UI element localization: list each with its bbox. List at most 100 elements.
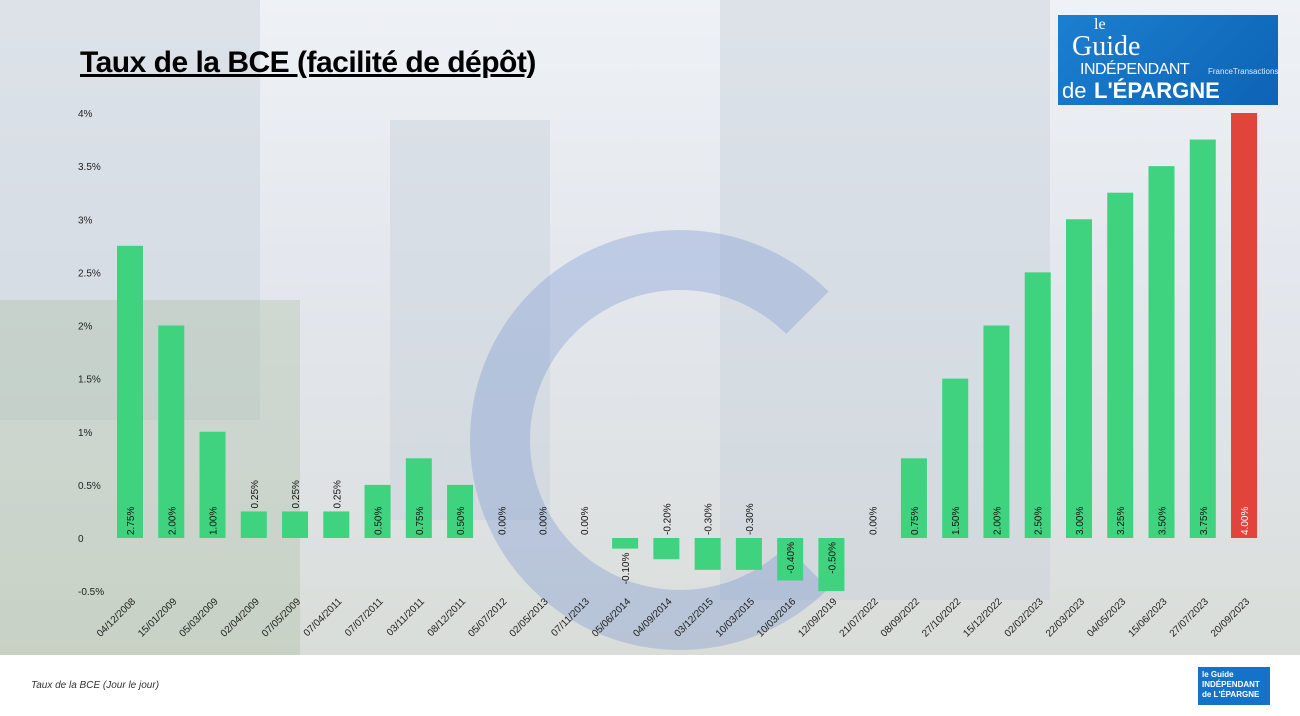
- data-label: 3.75%: [1199, 507, 1210, 535]
- logo-text: le: [1094, 16, 1106, 33]
- bar: [983, 325, 1010, 538]
- data-label: -0.20%: [662, 503, 673, 535]
- bar: [117, 245, 143, 538]
- x-tick-label: 10/03/2016: [755, 596, 798, 639]
- background-photo: [0, 0, 1300, 655]
- x-tick-label: 12/09/2019: [796, 596, 839, 639]
- data-label: 3.00%: [1075, 507, 1086, 535]
- y-tick-label: 2%: [78, 322, 93, 333]
- bar: [405, 458, 432, 538]
- data-label: -0.10%: [621, 553, 632, 585]
- y-tick-label: 1%: [78, 428, 93, 439]
- data-label: 0.00%: [497, 507, 508, 535]
- bar: [158, 325, 185, 538]
- x-tick-label: 08/12/2011: [426, 596, 469, 639]
- bar: [942, 378, 969, 538]
- logo-partner: FranceTransactions.com: [1208, 67, 1278, 76]
- chart-title: Taux de la BCE (facilité de dépôt): [80, 46, 536, 79]
- bar: [735, 538, 762, 570]
- bar: [1065, 219, 1092, 538]
- data-label: 0.50%: [456, 507, 467, 535]
- x-tick-label: 15/12/2022: [961, 596, 1004, 639]
- x-tick-label: 02/04/2009: [219, 596, 262, 639]
- x-tick-label: 21/07/2022: [838, 596, 881, 639]
- data-label: 0.25%: [250, 480, 261, 508]
- bar: [364, 484, 391, 538]
- data-label: 0.25%: [332, 480, 343, 508]
- x-tick-label: 20/09/2023: [1209, 596, 1252, 639]
- x-tick-label: 04/12/2008: [95, 596, 138, 639]
- data-label: 0.00%: [539, 507, 550, 535]
- y-tick-label: 4%: [78, 109, 93, 120]
- x-tick-label: 05/06/2014: [590, 596, 633, 639]
- bar: [282, 511, 309, 538]
- footer-caption: Taux de la BCE (Jour le jour): [31, 680, 160, 691]
- data-label: 2.00%: [992, 507, 1003, 535]
- bar: [1231, 113, 1258, 538]
- x-tick-label: 04/09/2014: [631, 596, 674, 639]
- y-tick-label: -0.5%: [78, 587, 104, 598]
- x-tick-label: 03/11/2011: [385, 596, 427, 638]
- x-tick-label: 03/12/2015: [673, 596, 716, 639]
- logo-text: INDÉPENDANT: [1080, 61, 1190, 78]
- x-tick-label: 07/04/2011: [302, 596, 345, 639]
- bar: [323, 511, 350, 538]
- data-label: 3.25%: [1116, 507, 1127, 535]
- x-tick-label: 27/07/2023: [1168, 596, 1211, 639]
- bar: [199, 431, 226, 538]
- x-tick-label: 05/07/2012: [466, 596, 509, 639]
- bar: [1107, 192, 1134, 538]
- x-tick-label: 08/09/2022: [879, 596, 922, 639]
- data-label: 0.00%: [580, 507, 591, 535]
- x-tick-label: 22/03/2023: [1044, 596, 1087, 639]
- brand-logo: le Guide INDÉPENDANT de L'ÉPARGNE France…: [1058, 15, 1278, 105]
- x-tick-label: 27/10/2022: [920, 596, 963, 639]
- data-label: 0.75%: [910, 507, 921, 535]
- logo-text: L'ÉPARGNE: [1094, 78, 1220, 103]
- y-tick-label: 3.5%: [78, 162, 101, 173]
- data-label: 3.50%: [1158, 507, 1169, 535]
- data-label: -0.40%: [786, 542, 797, 574]
- y-tick-label: 1.5%: [78, 375, 101, 386]
- x-tick-label: 15/06/2023: [1126, 596, 1169, 639]
- bar: [240, 511, 267, 538]
- data-label: -0.30%: [745, 503, 756, 535]
- data-label: 1.50%: [951, 507, 962, 535]
- data-label: 2.00%: [167, 507, 178, 535]
- data-label: 0.75%: [415, 507, 426, 535]
- logo-text: de: [1062, 78, 1087, 103]
- bar: [1148, 166, 1175, 538]
- bar: [1024, 272, 1051, 538]
- x-tick-label: 02/02/2023: [1003, 596, 1046, 639]
- y-tick-label: 0: [78, 534, 84, 545]
- bar: [1189, 139, 1216, 538]
- footer-logo: le Guide INDÉPENDANT de L'ÉPARGNE: [1198, 667, 1270, 705]
- footer: Taux de la BCE (Jour le jour) le Guide I…: [0, 655, 1300, 716]
- data-label: 0.00%: [869, 507, 880, 535]
- y-tick-label: 0.5%: [78, 481, 101, 492]
- x-tick-label: 07/07/2011: [343, 596, 386, 639]
- x-tick-label: 07/11/2013: [549, 596, 592, 639]
- bar: [900, 458, 927, 538]
- data-label: 1.00%: [209, 507, 220, 535]
- y-tick-label: 2.5%: [78, 268, 101, 279]
- bar: [694, 538, 721, 570]
- data-label: -0.50%: [827, 542, 838, 574]
- data-label: 0.50%: [374, 507, 385, 535]
- bar: [777, 538, 804, 581]
- data-label: 2.50%: [1034, 507, 1045, 535]
- x-tick-label: 05/03/2009: [177, 596, 220, 639]
- x-tick-label: 02/05/2013: [508, 596, 551, 639]
- x-tick-label: 10/03/2015: [714, 596, 757, 639]
- data-label: 4.00%: [1240, 507, 1251, 535]
- x-tick-label: 07/05/2009: [260, 596, 303, 639]
- bar: [653, 538, 680, 560]
- data-label: 0.25%: [291, 480, 302, 508]
- bar: [818, 538, 845, 592]
- data-label: 2.75%: [126, 507, 137, 535]
- logo-text: Guide: [1072, 31, 1141, 62]
- x-tick-label: 15/01/2009: [136, 596, 179, 639]
- bar-chart: -0.5% 0 0.5% 1% 1.5% 2% 2.5% 3% 3.5% 4% 2.75% 04/12…: [78, 109, 1258, 640]
- bar: [447, 484, 474, 538]
- data-label: -0.30%: [704, 503, 715, 535]
